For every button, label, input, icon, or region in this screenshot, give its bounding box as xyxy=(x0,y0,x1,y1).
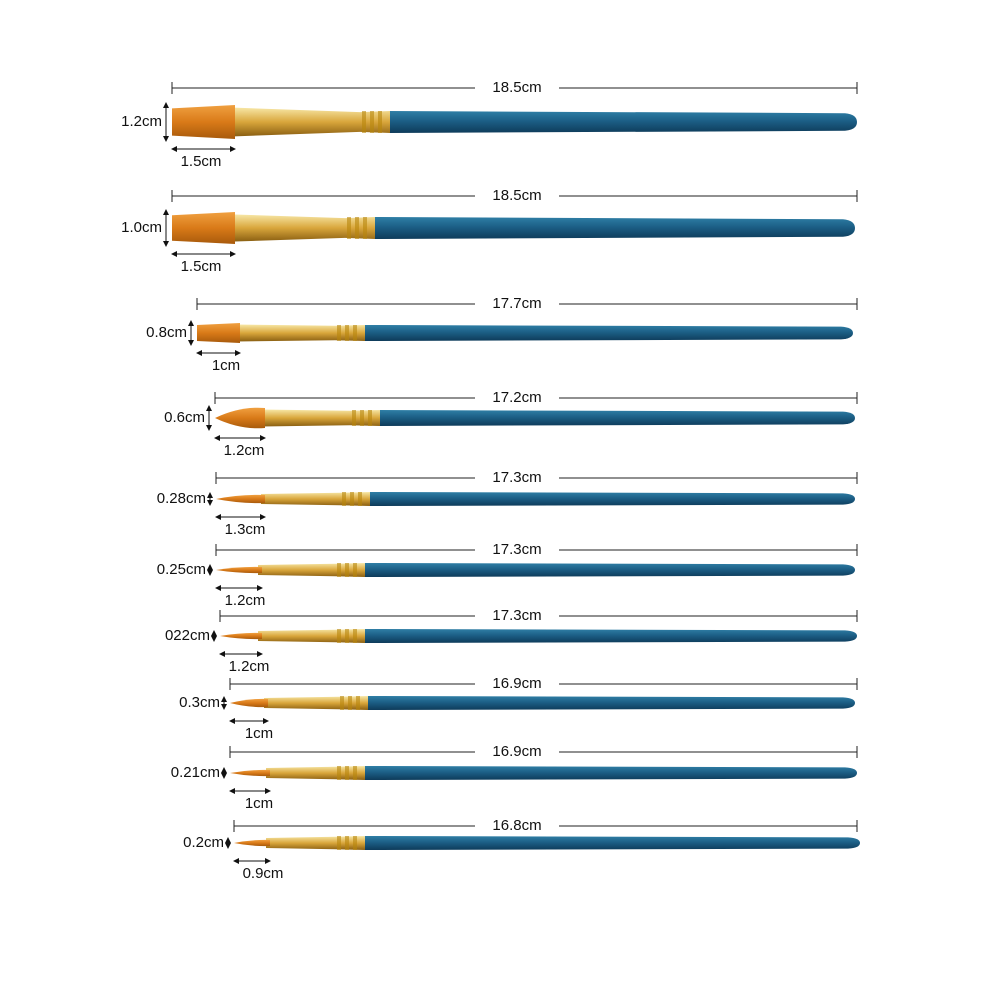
handle xyxy=(365,766,857,780)
handle xyxy=(365,563,855,577)
bristles xyxy=(234,839,270,847)
width-label: 0.6cm xyxy=(164,409,205,426)
label-bg xyxy=(475,742,559,762)
label-bg xyxy=(475,540,559,560)
length-label: 17.2cm xyxy=(492,389,541,406)
head-label: 1.2cm xyxy=(224,442,265,459)
handle xyxy=(375,217,855,239)
length-label: 16.8cm xyxy=(492,817,541,834)
width-label: 1.0cm xyxy=(121,219,162,236)
label-bg xyxy=(475,78,559,98)
length-label: 17.3cm xyxy=(492,469,541,486)
label-bg xyxy=(475,186,559,206)
bristles xyxy=(172,212,235,244)
bristles xyxy=(172,105,235,139)
ferrule-ring xyxy=(363,217,367,239)
ferrule xyxy=(231,214,375,242)
ferrule-ring xyxy=(345,766,349,780)
ferrule-ring xyxy=(362,111,366,133)
ferrule xyxy=(266,766,365,780)
bristles xyxy=(216,566,262,574)
ferrule xyxy=(266,836,365,850)
ferrule-ring xyxy=(337,563,341,577)
head-label: 1.2cm xyxy=(225,592,266,609)
width-label: 1.2cm xyxy=(121,113,162,130)
ferrule xyxy=(264,696,368,710)
head-label: 1cm xyxy=(245,725,273,742)
ferrule-ring xyxy=(353,629,357,643)
ferrule-ring xyxy=(356,696,360,710)
length-label: 17.3cm xyxy=(492,607,541,624)
head-label: 1.2cm xyxy=(229,658,270,675)
head-label: 1.5cm xyxy=(181,258,222,275)
bristles xyxy=(216,494,265,504)
width-label: 0.3cm xyxy=(179,694,220,711)
head-label: 1cm xyxy=(212,357,240,374)
head-label: 1.5cm xyxy=(181,153,222,170)
handle xyxy=(365,836,860,850)
ferrule-ring xyxy=(345,836,349,850)
bristles xyxy=(197,323,240,343)
width-label: 0.21cm xyxy=(171,764,220,781)
head-label: 0.9cm xyxy=(243,865,284,882)
label-bg xyxy=(475,606,559,626)
ferrule-ring xyxy=(360,410,364,426)
bristles xyxy=(230,698,268,708)
ferrule xyxy=(236,324,365,342)
length-label: 16.9cm xyxy=(492,675,541,692)
ferrule-ring xyxy=(337,766,341,780)
ferrule-ring xyxy=(342,492,346,506)
ferrule-ring xyxy=(345,325,349,341)
handle xyxy=(365,629,857,643)
label-bg xyxy=(475,674,559,694)
ferrule-ring xyxy=(340,696,344,710)
ferrule-ring xyxy=(337,629,341,643)
label-bg xyxy=(475,388,559,408)
label-bg xyxy=(475,468,559,488)
width-label: 0.8cm xyxy=(146,324,187,341)
length-label: 17.7cm xyxy=(492,295,541,312)
handle xyxy=(380,410,855,426)
width-label: 022cm xyxy=(165,627,210,644)
bristles xyxy=(230,769,270,777)
ferrule-ring xyxy=(370,111,374,133)
handle xyxy=(365,325,853,341)
ferrule-ring xyxy=(352,410,356,426)
ferrule-ring xyxy=(345,563,349,577)
ferrule-ring xyxy=(378,111,382,133)
ferrule-ring xyxy=(350,492,354,506)
length-label: 17.3cm xyxy=(492,541,541,558)
bristles xyxy=(215,407,265,429)
head-label: 1.3cm xyxy=(225,521,266,538)
bristles xyxy=(220,632,262,640)
head-label: 1cm xyxy=(245,795,273,812)
ferrule-ring xyxy=(345,629,349,643)
handle xyxy=(368,696,855,710)
width-label: 0.25cm xyxy=(157,561,206,578)
ferrule-ring xyxy=(353,563,357,577)
ferrule xyxy=(231,107,390,137)
ferrule-ring xyxy=(353,325,357,341)
label-bg xyxy=(475,816,559,836)
ferrule-ring xyxy=(353,836,357,850)
ferrule-ring xyxy=(353,766,357,780)
length-label: 18.5cm xyxy=(492,187,541,204)
ferrule-ring xyxy=(355,217,359,239)
length-label: 16.9cm xyxy=(492,743,541,760)
ferrule-ring xyxy=(347,217,351,239)
ferrule-ring xyxy=(358,492,362,506)
length-label: 18.5cm xyxy=(492,79,541,96)
width-label: 0.28cm xyxy=(157,490,206,507)
ferrule xyxy=(261,409,380,427)
ferrule-ring xyxy=(337,836,341,850)
label-bg xyxy=(475,294,559,314)
ferrule-ring xyxy=(337,325,341,341)
ferrule-ring xyxy=(348,696,352,710)
handle xyxy=(390,111,857,133)
width-label: 0.2cm xyxy=(183,834,224,851)
handle xyxy=(370,492,855,506)
ferrule-ring xyxy=(368,410,372,426)
